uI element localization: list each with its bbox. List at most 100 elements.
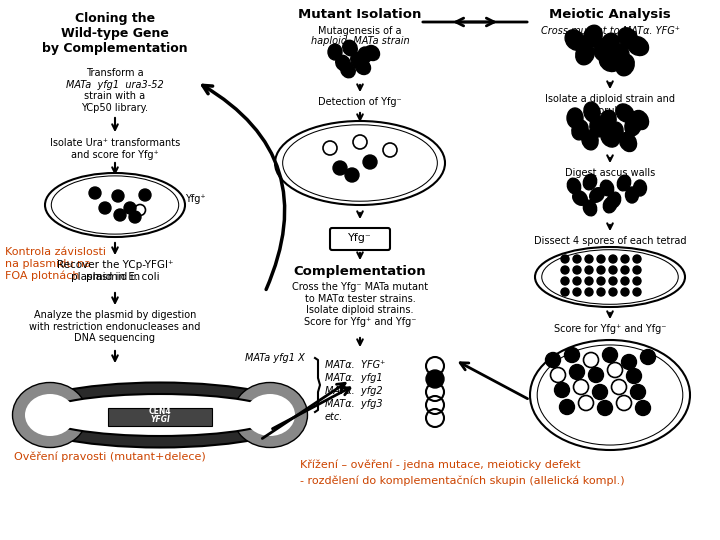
Ellipse shape: [594, 39, 612, 61]
Text: Score for Yfg⁺ and Yfg⁻: Score for Yfg⁺ and Yfg⁻: [554, 324, 666, 334]
Circle shape: [636, 401, 650, 415]
Ellipse shape: [634, 180, 647, 196]
Circle shape: [114, 209, 126, 221]
Circle shape: [621, 255, 629, 263]
Circle shape: [333, 161, 347, 175]
Circle shape: [559, 400, 575, 415]
Text: haploid  MATa strain: haploid MATa strain: [311, 36, 409, 46]
Ellipse shape: [245, 394, 295, 436]
Circle shape: [597, 255, 605, 263]
Ellipse shape: [607, 192, 621, 208]
Circle shape: [573, 266, 581, 274]
Circle shape: [621, 354, 636, 369]
Ellipse shape: [567, 108, 583, 128]
Text: - rozdělení do komplementačních skupin (allelická kompl.): - rozdělení do komplementačních skupin (…: [300, 475, 625, 485]
Text: Ověření pravosti (mutant+delece): Ověření pravosti (mutant+delece): [14, 452, 206, 462]
Circle shape: [626, 368, 642, 383]
Text: URA3: URA3: [38, 408, 62, 416]
Text: Isolate Ura⁺ transformants
and score for Yfg⁺: Isolate Ura⁺ transformants and score for…: [50, 138, 180, 160]
Text: Cross the Yfg⁻ MATa mutant
to MATα tester strains.
Isolate diploid strains.
Scor: Cross the Yfg⁻ MATa mutant to MATα teste…: [292, 282, 428, 327]
Circle shape: [621, 277, 629, 285]
Circle shape: [112, 190, 124, 202]
Text: Kontrola závislosti
na plasmidu na
FOA plotnách: Kontrola závislosti na plasmidu na FOA p…: [5, 247, 106, 281]
Text: MATa yfg1 X: MATa yfg1 X: [246, 353, 305, 363]
FancyBboxPatch shape: [330, 228, 390, 250]
Text: Cross mutant to MATα. YFG⁺: Cross mutant to MATα. YFG⁺: [541, 26, 680, 36]
Circle shape: [585, 255, 593, 263]
Circle shape: [593, 384, 608, 400]
Ellipse shape: [627, 37, 649, 56]
Circle shape: [631, 384, 646, 400]
Circle shape: [621, 266, 629, 274]
Ellipse shape: [12, 382, 88, 448]
Ellipse shape: [582, 175, 598, 190]
Circle shape: [124, 202, 136, 214]
Circle shape: [633, 288, 641, 296]
Text: MATα.  yfg3: MATα. yfg3: [325, 399, 382, 409]
Ellipse shape: [625, 116, 641, 136]
Ellipse shape: [343, 40, 358, 56]
Text: Cloning the
Wild-type Gene
by Complementation: Cloning the Wild-type Gene by Complement…: [42, 12, 188, 55]
Text: Transform a: Transform a: [86, 68, 144, 78]
Text: Yfg⁺: Yfg⁺: [185, 194, 206, 204]
Text: Dissect 4 spores of each tetrad: Dissect 4 spores of each tetrad: [534, 236, 686, 246]
FancyArrowPatch shape: [272, 388, 350, 429]
Ellipse shape: [600, 33, 619, 55]
Circle shape: [561, 277, 569, 285]
FancyArrowPatch shape: [262, 383, 345, 438]
Text: Mutagenesis of a: Mutagenesis of a: [318, 26, 402, 36]
Circle shape: [609, 266, 617, 274]
Ellipse shape: [620, 132, 636, 152]
Ellipse shape: [631, 111, 649, 130]
Ellipse shape: [573, 190, 587, 206]
FancyArrowPatch shape: [423, 18, 494, 26]
Circle shape: [570, 364, 585, 380]
Text: Analyze the plasmid by digestion
with restriction endonucleases and
DNA sequenci: Analyze the plasmid by digestion with re…: [30, 310, 201, 343]
Circle shape: [573, 255, 581, 263]
Ellipse shape: [336, 55, 350, 71]
Text: ARS1: ARS1: [249, 408, 271, 416]
Ellipse shape: [576, 43, 594, 65]
Ellipse shape: [351, 52, 366, 68]
Text: MATα.  yfg2: MATα. yfg2: [325, 386, 382, 396]
Circle shape: [546, 353, 560, 368]
Circle shape: [363, 155, 377, 169]
Ellipse shape: [356, 59, 370, 75]
Circle shape: [129, 211, 141, 223]
Ellipse shape: [611, 44, 629, 66]
Ellipse shape: [25, 394, 75, 436]
Text: MATα.  yfg1: MATα. yfg1: [325, 373, 382, 383]
Circle shape: [99, 202, 111, 214]
Ellipse shape: [365, 45, 379, 61]
Text: Digest ascus walls: Digest ascus walls: [565, 168, 655, 178]
Text: Meiotic Analysis: Meiotic Analysis: [549, 8, 671, 21]
Text: Mutant Isolation: Mutant Isolation: [298, 8, 422, 21]
Ellipse shape: [590, 117, 606, 137]
Ellipse shape: [603, 198, 617, 212]
Ellipse shape: [341, 63, 356, 78]
Circle shape: [633, 266, 641, 274]
Ellipse shape: [582, 130, 598, 150]
Circle shape: [561, 266, 569, 274]
Circle shape: [345, 168, 359, 182]
Ellipse shape: [616, 104, 634, 122]
Ellipse shape: [572, 120, 588, 140]
Ellipse shape: [600, 181, 614, 195]
Ellipse shape: [358, 47, 372, 63]
Ellipse shape: [619, 27, 637, 49]
Text: plasmid in E. coli: plasmid in E. coli: [71, 272, 159, 282]
Ellipse shape: [328, 44, 342, 60]
Circle shape: [554, 382, 570, 397]
Circle shape: [564, 348, 580, 362]
Text: etc.: etc.: [325, 412, 343, 422]
Circle shape: [641, 349, 655, 364]
Text: Křížení – ověření - jedna mutace, meioticky defekt: Křížení – ověření - jedna mutace, meioti…: [300, 460, 580, 470]
Bar: [108, 408, 212, 426]
Circle shape: [609, 255, 617, 263]
Ellipse shape: [590, 187, 603, 203]
Text: Detection of Yfg⁻: Detection of Yfg⁻: [318, 97, 402, 107]
Circle shape: [621, 288, 629, 296]
Ellipse shape: [582, 26, 603, 45]
Text: CEN4: CEN4: [149, 408, 171, 416]
Circle shape: [588, 368, 603, 382]
